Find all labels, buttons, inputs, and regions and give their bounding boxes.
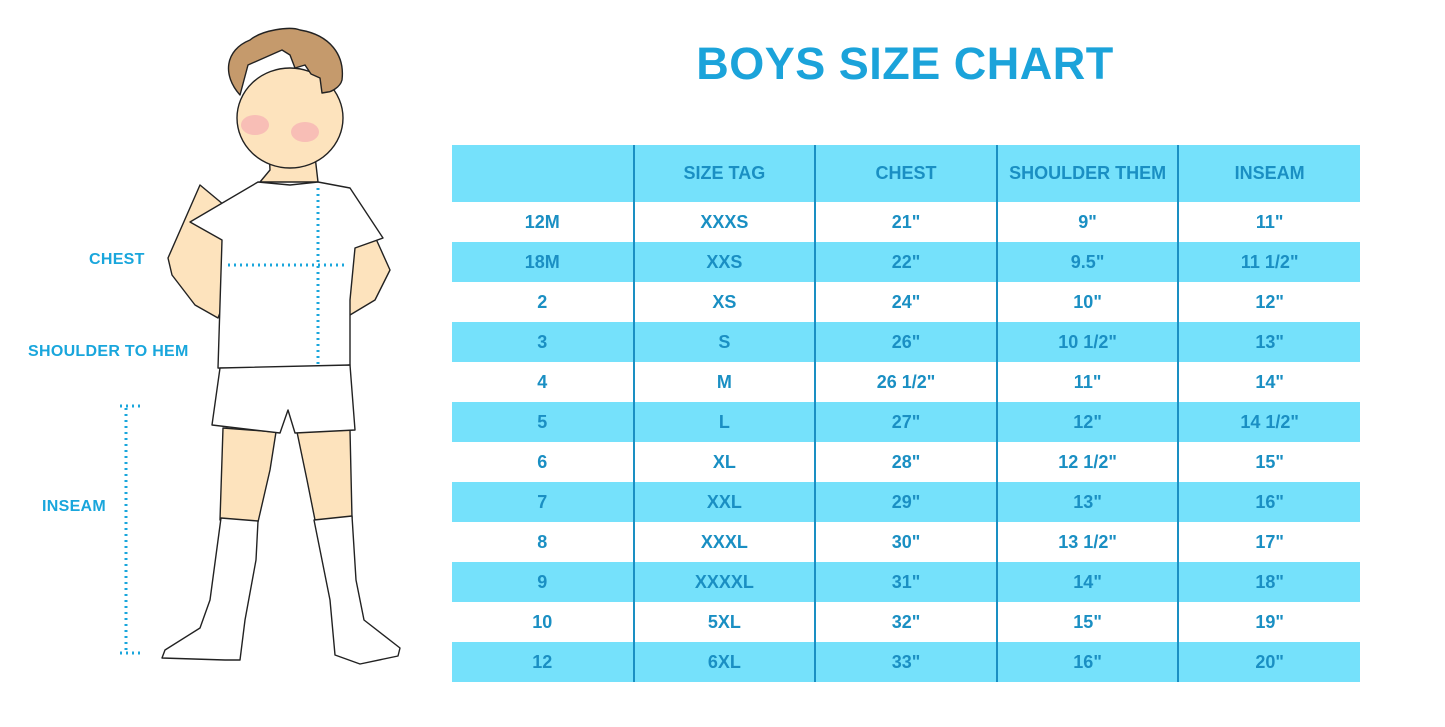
cell-shoulder: 12" xyxy=(995,402,1179,442)
cell-size-tag: XXXS xyxy=(632,202,816,242)
chest-label: CHEST xyxy=(89,251,145,268)
cell-age: 7 xyxy=(452,482,634,522)
cell-chest: 29" xyxy=(814,482,997,522)
cell-shoulder: 13 1/2" xyxy=(995,522,1179,562)
cell-age: 8 xyxy=(537,531,548,552)
cell-inseam: 16" xyxy=(1177,482,1360,522)
cell-shoulder: 16" xyxy=(995,642,1179,682)
cell-inseam: 17" xyxy=(1177,522,1360,562)
cell-age: 6 xyxy=(537,451,548,472)
cell-chest: 22" xyxy=(814,242,997,282)
cell-size-tag: S xyxy=(632,322,816,362)
cell-chest: 28" xyxy=(814,442,997,482)
cell-inseam: 18" xyxy=(1177,562,1360,602)
cell-chest: 26 1/2" xyxy=(814,362,997,402)
cell-size-tag: 6XL xyxy=(632,642,816,682)
table-row: 6 XL 28" 12 1/2" 15" xyxy=(452,442,1360,482)
cell-age: 3 xyxy=(452,322,634,362)
boy-measurement-figure: CHEST SHOULDER TO HEM INSEAM xyxy=(0,0,440,723)
shorts xyxy=(211,364,356,434)
cell-shoulder: 13" xyxy=(995,482,1179,522)
cell-size-tag: XXL xyxy=(632,482,816,522)
cell-size-tag: 5XL xyxy=(632,602,816,642)
table-row: 18M XXS 22" 9.5" 11 1/2" xyxy=(452,242,1360,282)
cell-age: 12 xyxy=(452,642,634,682)
header-inseam: INSEAM xyxy=(1177,145,1360,202)
header-chest: CHEST xyxy=(814,145,997,202)
page-title: BOYS SIZE CHART xyxy=(696,38,1114,89)
cell-chest: 32" xyxy=(814,602,997,642)
cell-inseam: 14" xyxy=(1177,362,1360,402)
table-row: 5 L 27" 12" 14 1/2" xyxy=(452,402,1360,442)
cell-size-tag: XXS xyxy=(632,242,816,282)
table-row: 12 6XL 33" 16" 20" xyxy=(452,642,1360,682)
cell-shoulder: 10 1/2" xyxy=(995,322,1179,362)
cell-inseam: 13" xyxy=(1177,322,1360,362)
shirt xyxy=(189,181,384,371)
cell-size-tag: L xyxy=(632,402,816,442)
inseam-label: INSEAM xyxy=(42,498,107,515)
cell-size-tag: M xyxy=(632,362,816,402)
cell-shoulder: 9.5" xyxy=(995,242,1179,282)
cell-age: 5 xyxy=(452,402,634,442)
table-row: 3 S 26" 10 1/2" 13" xyxy=(452,322,1360,362)
hair xyxy=(227,27,344,96)
table-row: 4 M 26 1/2" 11" 14" xyxy=(452,362,1360,402)
cell-size-tag: XL xyxy=(632,442,816,482)
table-row: 9 XXXXL 31" 14" 18" xyxy=(452,562,1360,602)
cell-shoulder: 10" xyxy=(995,282,1179,322)
table-row: 8 XXXL 30" 13 1/2" 17" xyxy=(452,522,1360,562)
cell-inseam: 19" xyxy=(1177,602,1360,642)
cell-shoulder: 11" xyxy=(995,362,1179,402)
cell-inseam: 11" xyxy=(1177,202,1360,242)
shoulder-to-hem-label: SHOULDER TO HEM xyxy=(28,343,189,360)
cell-shoulder: 9" xyxy=(995,202,1179,242)
size-chart-table: SIZE TAG CHEST SHOULDER THEM INSEAM 12M X… xyxy=(452,145,1360,682)
cell-inseam: 11 1/2" xyxy=(1177,242,1360,282)
table-row: 7 XXL 29" 13" 16" xyxy=(452,482,1360,522)
cell-chest: 31" xyxy=(814,562,997,602)
cell-shoulder: 12 1/2" xyxy=(995,442,1179,482)
table-row: 12M XXXS 21" 9" 11" xyxy=(452,202,1360,242)
cell-age: 2 xyxy=(537,291,548,312)
cell-size-tag: XS xyxy=(632,282,816,322)
cell-age: 18M xyxy=(452,242,634,282)
cell-age: 10 xyxy=(532,611,553,632)
header-shoulder: SHOULDER THEM xyxy=(995,145,1179,202)
table-row: 2 XS 24" 10" 12" xyxy=(452,282,1360,322)
cell-inseam: 12" xyxy=(1177,282,1360,322)
cell-chest: 21" xyxy=(814,202,997,242)
cell-inseam: 14 1/2" xyxy=(1177,402,1360,442)
cell-chest: 30" xyxy=(814,522,997,562)
cell-age: 4 xyxy=(537,371,548,392)
cell-chest: 33" xyxy=(814,642,997,682)
cell-inseam: 20" xyxy=(1177,642,1360,682)
cell-size-tag: XXXL xyxy=(632,522,816,562)
cell-age: 12M xyxy=(524,211,560,232)
boy-illustration xyxy=(120,27,401,665)
cell-age: 9 xyxy=(452,562,634,602)
left-sock xyxy=(161,517,259,661)
table-header-row: SIZE TAG CHEST SHOULDER THEM INSEAM xyxy=(452,145,1360,202)
face xyxy=(236,67,344,169)
cell-chest: 27" xyxy=(814,402,997,442)
header-size-tag: SIZE TAG xyxy=(632,145,816,202)
cell-chest: 26" xyxy=(814,322,997,362)
cell-shoulder: 14" xyxy=(995,562,1179,602)
header-age xyxy=(452,145,634,202)
cell-chest: 24" xyxy=(814,282,997,322)
cell-shoulder: 15" xyxy=(995,602,1179,642)
cell-size-tag: XXXXL xyxy=(632,562,816,602)
left-leg xyxy=(219,427,277,523)
cell-inseam: 15" xyxy=(1177,442,1360,482)
table-row: 10 5XL 32" 15" 19" xyxy=(452,602,1360,642)
right-sock xyxy=(313,515,401,665)
right-leg xyxy=(296,429,353,521)
